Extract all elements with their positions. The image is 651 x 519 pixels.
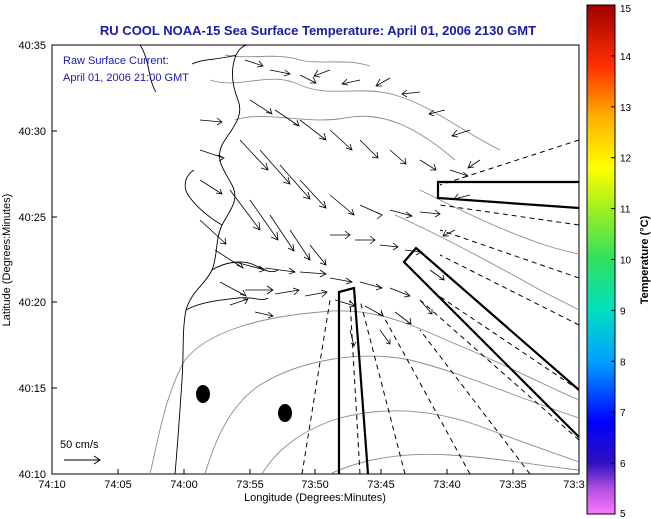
x-tick-label: 73:45: [367, 479, 395, 491]
x-tick-label: 73:55: [236, 479, 264, 491]
bathymetry-contours: [149, 54, 579, 474]
x-tick-label: 73:35: [499, 479, 527, 491]
y-tick-label: 40:35: [18, 40, 46, 52]
annotation-line-2: April 01, 2006 21:00 GMT: [63, 72, 189, 84]
colorbar-tick-label: 12: [620, 154, 632, 165]
colorbar: 5 6 7 8 9 10 11 12 13 14 15 Temperature (°C): [586, 4, 651, 519]
footprint-polygons: [337, 180, 579, 474]
dark-spot-2: [278, 404, 292, 422]
colorbar-tick-label: 15: [620, 4, 632, 15]
plot-area: [51, 44, 580, 475]
x-tick-label: 74:10: [38, 479, 66, 491]
colorbar-tick-label: 14: [620, 52, 632, 63]
colorbar-tick-label: 7: [620, 408, 626, 419]
colorbar-tick-label: 13: [620, 103, 632, 114]
x-tick-label: 73:40: [433, 479, 461, 491]
x-tick-label: 74:05: [104, 479, 132, 491]
colorbar-tick-label: 5: [620, 509, 626, 519]
x-tick-label: 73:50: [301, 479, 329, 491]
colorbar-tick-label: 6: [620, 459, 626, 470]
coastline: [139, 45, 279, 474]
colorbar-tick-label: 11: [620, 205, 631, 216]
y-axis: 40:10 40:15 40:20 40:25 40:30 40:35 Lati…: [1, 40, 57, 481]
x-axis-label: Longitude (Degrees:Minutes): [244, 492, 386, 504]
scale-label: 50 cm/s: [60, 439, 99, 451]
annotation-line-1: Raw Surface Current:: [63, 55, 169, 67]
x-tick-label: 73:3: [563, 479, 584, 491]
y-tick-label: 40:15: [18, 383, 46, 395]
colorbar-gradient: [586, 4, 616, 515]
radar-beam-lines: [301, 139, 579, 474]
y-tick-label: 40:20: [18, 297, 46, 309]
y-tick-label: 40:25: [18, 212, 46, 224]
y-tick-label: 40:10: [18, 469, 46, 481]
colorbar-tick-label: 9: [620, 306, 626, 317]
x-tick-label: 74:00: [170, 479, 198, 491]
map-title: RU COOL NOAA-15 Sea Surface Temperature:…: [100, 23, 536, 38]
x-axis: 74:10 74:05 74:00 73:55 73:50 73:45 73:4…: [38, 469, 585, 504]
colorbar-tick-label: 8: [620, 357, 626, 368]
dark-spot-1: [196, 385, 210, 403]
colorbar-label: Temperature (°C): [639, 215, 651, 304]
colorbar-tick-label: 10: [620, 256, 632, 267]
y-tick-label: 40:30: [18, 126, 46, 138]
scale-arrow: [64, 455, 101, 465]
y-axis-label: Latitude (Degrees:Minutes): [1, 194, 13, 327]
